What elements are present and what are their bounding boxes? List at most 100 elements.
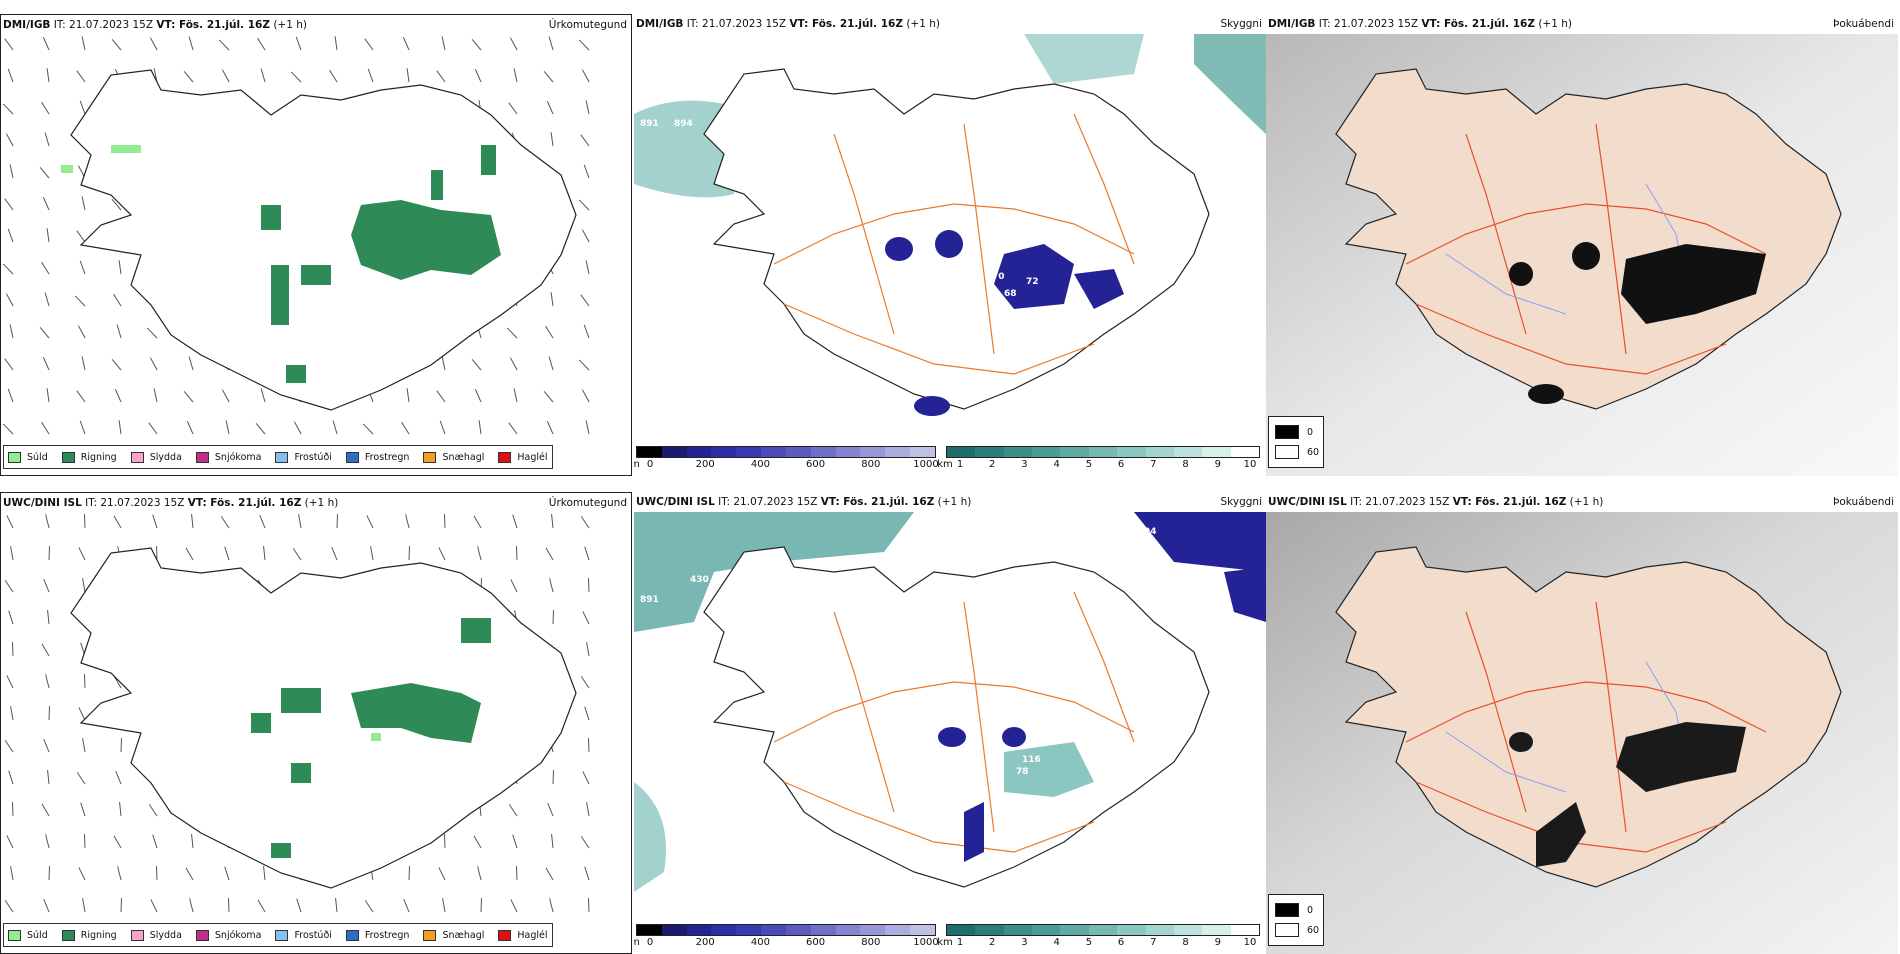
wind-barb <box>585 867 589 880</box>
wind-barb <box>479 420 481 434</box>
colorbar-tick: 6 <box>1118 459 1124 470</box>
wind-barb <box>186 868 193 880</box>
wind-barb <box>42 102 49 114</box>
wind-barb <box>192 514 193 528</box>
precip-legend-item: Súld <box>8 930 48 941</box>
sky-value-label: 99 <box>1116 545 1129 555</box>
sky-value-label: 116 <box>1022 755 1041 765</box>
wind-barb <box>581 135 589 146</box>
wind-barb <box>151 899 157 912</box>
legend-label: Slydda <box>150 452 182 463</box>
legend-swatch <box>1275 425 1299 439</box>
wind-barb <box>297 899 301 912</box>
sky-value-label: 94 <box>1144 527 1157 537</box>
wind-barb <box>258 900 265 912</box>
colorbar-step <box>761 447 786 457</box>
precip-legend-item: Slydda <box>131 930 182 941</box>
wind-barb <box>8 69 13 82</box>
precip-legend-item: Súld <box>8 452 48 463</box>
wind-barb <box>475 389 481 402</box>
wind-barb <box>581 836 589 848</box>
legend-swatch <box>346 452 359 463</box>
wind-barb <box>153 835 157 848</box>
colorbar-tick: 2 <box>989 459 995 470</box>
legend-label: Slydda <box>150 930 182 941</box>
legend-label: Frostúði <box>294 452 331 463</box>
wind-barb <box>583 611 589 624</box>
colorbar-tick: 6 <box>1118 937 1124 948</box>
wind-barb <box>584 325 589 338</box>
wind-barb <box>225 547 229 560</box>
colorbar-step <box>910 925 935 935</box>
wind-barb <box>363 424 373 434</box>
wind-barb <box>80 101 85 114</box>
legend-swatch <box>423 930 436 941</box>
wind-barb <box>440 421 445 434</box>
wind-barb <box>546 326 553 338</box>
wind-barb <box>443 898 445 912</box>
wind-barb <box>368 69 373 82</box>
wind-barb <box>11 866 13 880</box>
wind-barb <box>510 38 517 50</box>
colorbar-step <box>1117 447 1145 457</box>
colorbar-step <box>662 447 687 457</box>
panel-title: DMI/IGB IT: 21.07.2023 15Z VT: Fös. 21.j… <box>3 19 307 31</box>
wind-barb <box>222 70 229 82</box>
precip-legend-item: Frostregn <box>346 930 410 941</box>
wind-barb <box>7 675 13 688</box>
wind-barb <box>6 134 13 146</box>
wind-barb <box>3 264 13 274</box>
colorbar-unit: km <box>937 459 953 470</box>
wind-barb <box>150 38 157 50</box>
wind-barb <box>154 388 157 402</box>
wind-barb <box>75 296 85 306</box>
panel-sky-row1: DMI/IGB IT: 21.07.2023 15Z VT: Fös. 21.j… <box>634 14 1266 476</box>
colorbar-tick: 1 <box>957 459 963 470</box>
colorbar-step <box>637 447 662 457</box>
wind-barb <box>184 391 193 402</box>
wind-barb <box>546 868 553 880</box>
wind-barb <box>114 294 121 306</box>
legend-swatch <box>131 930 144 941</box>
wind-barb <box>552 834 553 848</box>
wind-barb <box>226 420 229 434</box>
legend-label: Frostregn <box>365 930 410 941</box>
wind-barb <box>80 261 85 274</box>
wind-barb <box>439 547 445 560</box>
wind-barb <box>582 70 589 82</box>
wind-barb <box>510 358 517 370</box>
precip-legend-item: Rigning <box>62 930 117 941</box>
wind-barb <box>511 579 517 592</box>
legend-label: Frostregn <box>365 452 410 463</box>
wind-barb <box>581 516 589 528</box>
wind-barb <box>336 898 337 912</box>
precip-legend-item: Snjókoma <box>196 930 262 941</box>
panel-name: Úrkomutegund <box>549 497 627 509</box>
wind-barb <box>47 228 49 242</box>
wind-barb <box>513 835 517 848</box>
wind-barb <box>77 772 85 784</box>
wind-barb <box>46 674 49 688</box>
wind-barb <box>48 610 49 624</box>
legend-swatch <box>131 452 144 463</box>
wind-barb <box>79 707 85 720</box>
wind-barb <box>403 37 409 50</box>
wind-barb <box>474 516 481 528</box>
fog-legend-item: 60 <box>1275 445 1319 459</box>
colorbar-step <box>687 925 712 935</box>
legend-label: Haglél <box>517 452 547 463</box>
wind-barb <box>190 898 193 912</box>
wind-barb <box>547 421 553 434</box>
wind-barb <box>507 328 517 338</box>
panel-precip-type-row1: DMI/IGB IT: 21.07.2023 15Z VT: Fös. 21.j… <box>0 14 632 476</box>
colorbar-step <box>1202 447 1230 457</box>
wind-barb <box>43 37 49 50</box>
wind-barb <box>5 580 13 592</box>
legend-label: Snjókoma <box>215 452 262 463</box>
legend-label: Snæhagl <box>442 452 484 463</box>
sky-value-label: 891 <box>640 595 659 605</box>
wind-barb <box>333 421 337 434</box>
wind-barb <box>514 68 517 82</box>
wind-barb <box>114 836 121 848</box>
wind-barb <box>294 422 301 434</box>
